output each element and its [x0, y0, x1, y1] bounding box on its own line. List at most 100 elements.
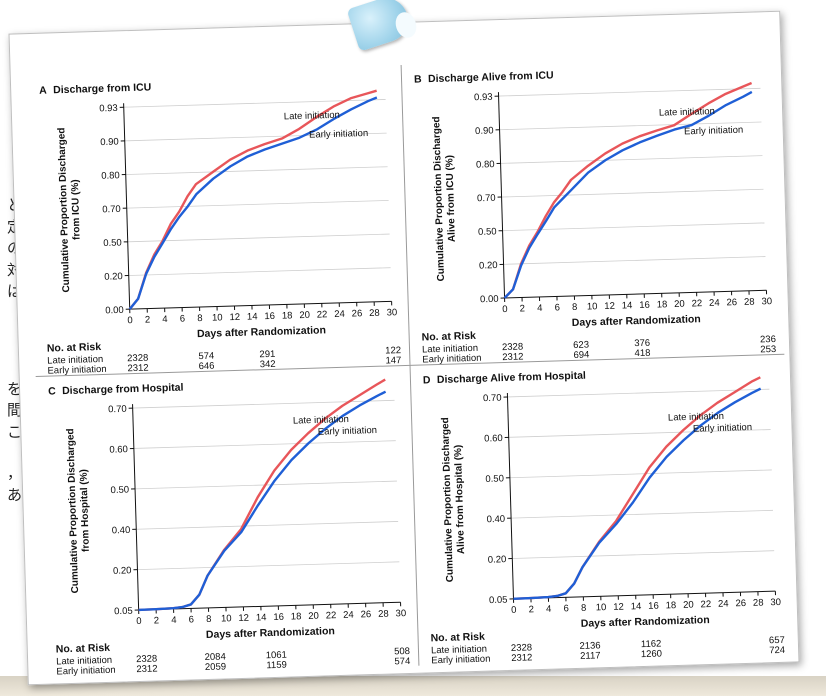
- gridline: [137, 561, 400, 571]
- side-char: こ: [6, 422, 22, 441]
- y-tick-label: 0.70: [102, 204, 121, 216]
- panel-d: D Discharge Alive from Hospital 0.05 0.20 0.…: [409, 353, 794, 666]
- y-tick-label: 0.70: [108, 404, 127, 416]
- panel-title: Discharge Alive from ICU: [428, 69, 554, 85]
- x-tick-label: 24: [343, 610, 354, 621]
- series-early-line: [138, 390, 387, 612]
- series-early-line: [128, 96, 378, 310]
- x-axis-line: [138, 601, 401, 611]
- risk-row-label: Early initiation: [422, 353, 481, 365]
- x-axis-line: [513, 590, 776, 600]
- y-tick-label: 0.20: [113, 565, 132, 577]
- x-tick-label: 0: [136, 616, 142, 627]
- risk-value: 342: [260, 359, 276, 370]
- x-tick-label: 20: [299, 310, 310, 321]
- y-tick-label: 0.50: [478, 226, 497, 238]
- y-axis-line: [123, 103, 131, 310]
- panel-letter: C: [48, 385, 56, 397]
- risk-value: 1260: [641, 648, 662, 660]
- gridline: [501, 188, 764, 198]
- gridline: [512, 550, 775, 559]
- risk-value: 122: [385, 345, 401, 356]
- gridline: [133, 440, 396, 449]
- y-tick-label: 0.90: [475, 125, 494, 137]
- y-tick-label: 0.05: [489, 595, 508, 607]
- risk-value: 2312: [511, 652, 532, 664]
- x-tick-label: 20: [674, 299, 685, 310]
- x-tick-label: 10: [221, 613, 232, 624]
- x-tick-label: 6: [189, 614, 195, 625]
- annotation-late: Late initiation: [284, 110, 340, 123]
- risk-table-header: No. at Risk: [430, 631, 485, 645]
- side-char: ，: [6, 464, 22, 482]
- panel-title: Discharge Alive from Hospital: [437, 370, 586, 386]
- x-tick-label: 28: [378, 609, 389, 620]
- risk-value: 2328: [502, 341, 523, 353]
- annotation-early: Early initiation: [693, 422, 752, 435]
- x-tick-label: 10: [212, 312, 223, 323]
- y-tick-label: 0.70: [483, 393, 502, 405]
- risk-value: 2312: [136, 663, 157, 675]
- risk-value: 236: [760, 334, 776, 345]
- risk-row-label: Early initiation: [56, 665, 115, 677]
- series-late-line: [503, 81, 753, 299]
- x-tick-label: 30: [395, 608, 406, 619]
- y-axis-line: [132, 404, 140, 611]
- x-tick-label: 20: [683, 600, 694, 611]
- risk-row-label: Early initiation: [47, 364, 106, 376]
- x-axis-label: Days after Randomization: [581, 614, 710, 630]
- x-tick-label: 22: [326, 610, 337, 621]
- panel-title: Discharge from Hospital: [62, 382, 184, 398]
- x-tick-label: 16: [639, 300, 650, 311]
- gridline: [507, 388, 770, 398]
- y-tick-label: 0.20: [104, 271, 123, 283]
- annotation-late: Late initiation: [293, 414, 349, 427]
- risk-value: 1159: [266, 660, 287, 672]
- y-axis-label-line: Cumulative Proportion Discharged: [65, 428, 81, 593]
- x-tick-label: 12: [613, 602, 624, 613]
- x-tick-label: 18: [291, 611, 302, 622]
- gridline: [136, 521, 399, 530]
- risk-value: 508: [394, 646, 410, 657]
- series-early-line: [503, 90, 753, 299]
- x-tick-label: 14: [622, 300, 633, 311]
- x-tick-label: 2: [520, 303, 526, 314]
- x-tick-label: 6: [180, 313, 186, 324]
- y-axis-label-line: Cumulative Proportion Discharged: [56, 127, 72, 292]
- x-tick-label: 4: [171, 615, 177, 626]
- x-tick-label: 12: [604, 301, 615, 312]
- y-axis-line: [497, 92, 506, 299]
- risk-value: 2312: [502, 351, 523, 363]
- gridline: [128, 267, 391, 276]
- gridline: [499, 121, 762, 131]
- y-tick-label: 0.60: [109, 444, 128, 456]
- x-axis-label: Days after Randomization: [206, 625, 335, 641]
- risk-table-header: No. at Risk: [56, 642, 111, 656]
- x-tick-label: 4: [537, 303, 543, 314]
- x-tick-label: 26: [726, 297, 737, 308]
- risk-value: 646: [199, 361, 215, 372]
- annotation-early: Early initiation: [684, 125, 743, 138]
- risk-value: 1162: [641, 638, 662, 650]
- y-axis-label-line: Alive from Hospital (%): [453, 445, 467, 555]
- y-tick-label: 0.70: [477, 193, 496, 205]
- x-tick-label: 16: [648, 601, 659, 612]
- x-tick-label: 2: [154, 615, 160, 626]
- x-tick-label: 26: [361, 609, 372, 620]
- y-tick-label: 0.93: [99, 103, 118, 115]
- x-tick-label: 22: [317, 309, 328, 320]
- x-tick-label: 30: [761, 296, 772, 307]
- x-tick-label: 18: [282, 310, 293, 321]
- x-tick-label: 24: [709, 298, 720, 309]
- panel-letter: B: [414, 73, 422, 85]
- risk-row-label: Late initiation: [431, 644, 487, 657]
- gridline: [503, 256, 766, 265]
- panel-letter: D: [423, 374, 431, 386]
- x-tick-label: 20: [308, 611, 319, 622]
- x-tick-label: 8: [581, 603, 587, 614]
- y-tick-label: 0.60: [484, 433, 503, 445]
- risk-row-label: Late initiation: [56, 655, 112, 668]
- risk-value: 2136: [579, 640, 600, 652]
